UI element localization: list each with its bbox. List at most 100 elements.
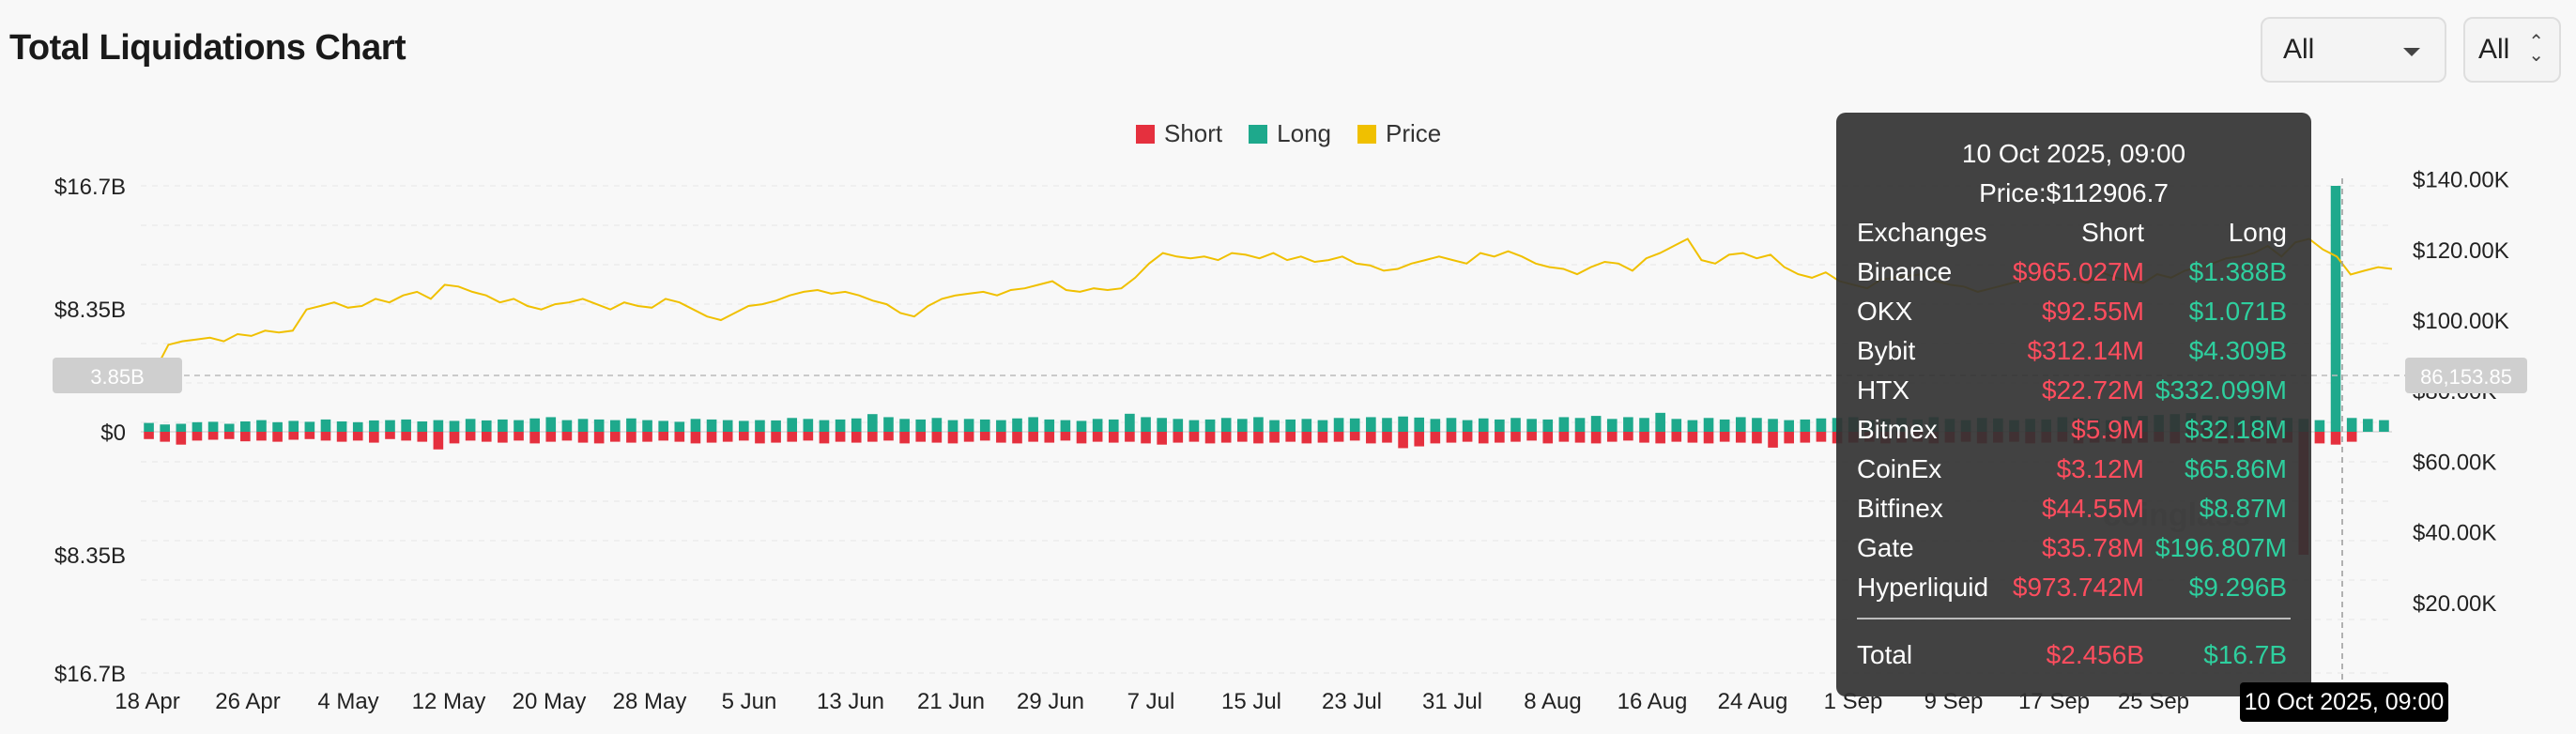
- tooltip-row: Bitfinex $44.55M $8.87M: [1857, 494, 2287, 531]
- long-bar: [304, 421, 315, 432]
- range-select[interactable]: All ⌃ ⌄: [2463, 17, 2561, 83]
- tooltip-short-value: $92.55M: [2042, 297, 2144, 326]
- short-bar: [1800, 432, 1811, 443]
- tooltip-long-value: $9.296B: [2188, 573, 2287, 602]
- right-axis-tick-label: $60.00K: [2413, 450, 2496, 475]
- tooltip: 10 Oct 2025, 09:00 Price:$112906.7 Excha…: [1836, 113, 2311, 696]
- long-bar: [401, 419, 411, 432]
- long-bar: [609, 420, 621, 432]
- short-bar: [851, 432, 862, 443]
- updown-chevron-icon: ⌃ ⌄: [2528, 32, 2544, 66]
- long-bar: [1028, 417, 1038, 432]
- short-bar: [1349, 432, 1360, 441]
- tooltip-exchange: OKX: [1857, 297, 1913, 326]
- short-bar: [706, 432, 717, 443]
- tooltip-short-value: $3.12M: [2056, 454, 2144, 483]
- long-bar: [1752, 418, 1762, 432]
- long-bar: [160, 424, 171, 432]
- long-bar: [1768, 419, 1778, 432]
- long-bar: [739, 421, 749, 432]
- crosshair-left-badge: [53, 358, 182, 393]
- short-bar: [514, 432, 524, 441]
- x-axis-tick-label: 23 Jul: [1322, 689, 1382, 714]
- legend-item-long[interactable]: Long: [1249, 119, 1331, 148]
- short-bar: [336, 432, 347, 442]
- short-bar: [1542, 432, 1554, 444]
- short-bar: [1526, 432, 1537, 441]
- short-bar: [1430, 432, 1441, 444]
- short-bar: [1236, 432, 1248, 442]
- short-bar: [1495, 432, 1505, 443]
- legend-label-price: Price: [1386, 119, 1442, 147]
- short-bar: [160, 432, 171, 442]
- tooltip-short-value: $312.14M: [2027, 336, 2144, 365]
- long-bar: [1157, 418, 1167, 432]
- short-bar: [931, 432, 943, 443]
- short-bar: [867, 432, 878, 442]
- long-bar: [2379, 420, 2389, 432]
- short-bar: [1173, 432, 1184, 443]
- short-bar: [256, 432, 267, 441]
- short-bar: [272, 432, 283, 442]
- short-bar: [1333, 432, 1344, 442]
- long-bar: [963, 419, 974, 432]
- short-bar: [1157, 432, 1167, 445]
- crosshair-right-value: 86,153.85: [2420, 365, 2512, 389]
- long-bar: [417, 421, 428, 432]
- short-bar: [1028, 432, 1038, 442]
- tooltip-long-value: $4.309B: [2188, 336, 2287, 365]
- legend-item-short[interactable]: Short: [1136, 119, 1222, 148]
- short-bar: [1108, 432, 1119, 443]
- long-bar: [1606, 419, 1618, 432]
- long-bar: [979, 419, 990, 432]
- tooltip-short-value: $35.78M: [2042, 533, 2144, 562]
- tooltip-exchange: Bitmex: [1857, 415, 1938, 444]
- long-bar: [1204, 419, 1216, 432]
- tooltip-exchange: CoinEx: [1857, 454, 1942, 483]
- short-bar: [1382, 432, 1392, 443]
- legend-label-long: Long: [1277, 119, 1331, 147]
- short-bar: [915, 432, 927, 442]
- short-bar: [899, 432, 910, 444]
- long-bar: [1012, 418, 1022, 432]
- short-swatch-icon: [1136, 124, 1155, 144]
- tooltip-exchange: Binance: [1857, 257, 1953, 286]
- left-axis-tick-label: $16.7B: [54, 662, 126, 687]
- short-bar: [722, 432, 733, 442]
- tooltip-short-value: $44.55M: [2042, 494, 2144, 523]
- long-bar: [2314, 420, 2325, 432]
- tooltip-short-value: $22.72M: [2042, 375, 2144, 405]
- short-bar: [947, 432, 958, 444]
- long-bar: [465, 419, 476, 432]
- long-bar: [352, 421, 363, 432]
- exchange-select[interactable]: All: [2261, 17, 2446, 83]
- short-bar: [352, 432, 363, 441]
- long-bar: [1526, 419, 1537, 432]
- right-axis-tick-label: $20.00K: [2413, 591, 2496, 617]
- short-bar: [1220, 432, 1232, 443]
- long-bar: [240, 421, 251, 432]
- tooltip-total-long: $16.7B: [2203, 640, 2287, 669]
- short-bar: [1092, 432, 1103, 442]
- short-bar: [498, 432, 508, 443]
- long-bar: [256, 420, 267, 432]
- tooltip-row: Gate $35.78M $196.807M: [1857, 533, 2287, 571]
- x-axis-tick-label: 21 Jun: [917, 689, 985, 714]
- exchange-select-value: All: [2283, 34, 2315, 65]
- short-bar: [1060, 432, 1071, 441]
- short-bar: [1784, 432, 1794, 444]
- tooltip-date: 10 Oct 2025, 09:00: [1961, 139, 2186, 168]
- short-bar: [1317, 432, 1328, 443]
- long-bar: [1317, 420, 1328, 432]
- long-bar: [514, 420, 524, 432]
- tooltip-long-value: $1.071B: [2188, 297, 2287, 326]
- short-bar: [883, 432, 894, 441]
- page-title: Total Liquidations Chart: [9, 28, 406, 68]
- x-axis-tick-label: 31 Jul: [1422, 689, 1482, 714]
- long-bar: [1382, 418, 1392, 432]
- short-bar: [1269, 432, 1280, 443]
- tooltip-short-value: $5.9M: [2071, 415, 2144, 444]
- legend-item-price[interactable]: Price: [1357, 119, 1441, 148]
- short-bar: [1188, 432, 1200, 442]
- long-bar: [803, 419, 814, 432]
